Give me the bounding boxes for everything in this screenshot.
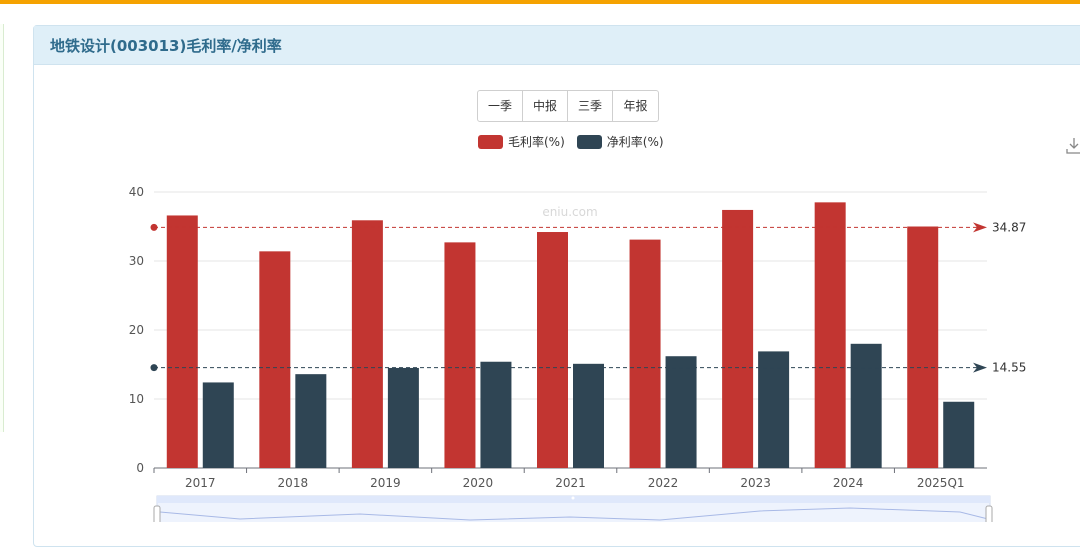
y-tick-label: 20 <box>129 323 144 337</box>
legend-swatch-net <box>576 134 602 149</box>
left-panel-edge <box>0 24 4 432</box>
data-zoom-handle-right <box>985 505 993 522</box>
bar-net-margin <box>943 401 975 468</box>
bar-gross-margin <box>537 232 568 468</box>
y-tick-label: 0 <box>136 461 144 475</box>
chart-legend: 毛利率(%) 净利率(%) <box>478 133 664 150</box>
data-zoom-preview-line <box>159 507 989 521</box>
bar-net-margin <box>665 356 697 468</box>
bar-net-margin <box>850 343 882 468</box>
download-icon[interactable] <box>1066 137 1080 155</box>
legend-label-net: 净利率(%) <box>606 135 664 149</box>
legend-item-net-margin[interactable]: 净利率(%) <box>576 133 664 150</box>
x-tick-label: 2017 <box>185 476 216 490</box>
bar-gross-margin <box>907 226 939 468</box>
average-line-arrow <box>973 362 987 373</box>
legend-item-gross-margin[interactable]: 毛利率(%) <box>478 133 565 150</box>
legend-swatch-gross <box>478 134 503 149</box>
period-button-q1[interactable]: 一季 <box>478 91 523 121</box>
x-tick-label: 2024 <box>833 476 864 490</box>
bar-gross-margin <box>259 251 291 468</box>
bar-net-margin <box>573 363 604 468</box>
x-tick-label: 2018 <box>278 476 309 490</box>
legend-label-gross: 毛利率(%) <box>508 135 565 149</box>
y-tick-label: 10 <box>129 392 144 406</box>
bar-net-margin <box>295 374 327 468</box>
bar-gross-margin <box>722 209 754 468</box>
bar-gross-margin <box>629 239 661 468</box>
period-button-group: 一季 中报 三季 年报 <box>477 90 659 122</box>
bar-gross-margin <box>814 202 846 468</box>
period-button-q3[interactable]: 三季 <box>568 91 613 121</box>
x-tick-label: 2025Q1 <box>917 476 965 490</box>
bar-gross-margin <box>351 220 383 468</box>
bar-net-margin <box>202 382 234 468</box>
average-line-label: 14.55 <box>992 361 1026 375</box>
bar-chart: 0 10 20 30 40 eniu.com 2017 2018 2019 2020 2021 202… <box>129 185 1026 522</box>
top-accent-bar <box>0 0 1080 4</box>
data-zoom-handle-left <box>153 505 161 522</box>
panel-title: 地铁设计(003013)毛利率/净利率 <box>50 36 282 55</box>
bar-gross-margin <box>166 215 198 468</box>
bar-net-margin <box>758 351 790 468</box>
watermark-text: eniu.com <box>542 205 597 219</box>
average-line-arrow <box>973 222 987 233</box>
y-tick-label: 40 <box>129 185 144 199</box>
y-tick-label: 30 <box>129 254 144 268</box>
period-button-annual[interactable]: 年报 <box>623 99 648 113</box>
average-line-label: 34.87 <box>992 220 1026 234</box>
bar-gross-margin <box>444 242 476 468</box>
bar-net-margin <box>480 361 512 468</box>
period-button-half-year[interactable]: 中报 <box>523 91 568 121</box>
x-tick-label: 2021 <box>555 476 586 490</box>
x-tick-label: 2020 <box>463 476 494 490</box>
x-tick-label: 2023 <box>740 476 771 490</box>
bar-net-margin <box>387 367 419 468</box>
data-zoom-center-dot <box>571 496 575 500</box>
x-tick-label: 2019 <box>370 476 401 490</box>
panel-header: 地铁设计(003013)毛利率/净利率 <box>34 26 1080 65</box>
data-zoom-slider-top <box>157 496 990 503</box>
x-tick-label: 2022 <box>648 476 679 490</box>
